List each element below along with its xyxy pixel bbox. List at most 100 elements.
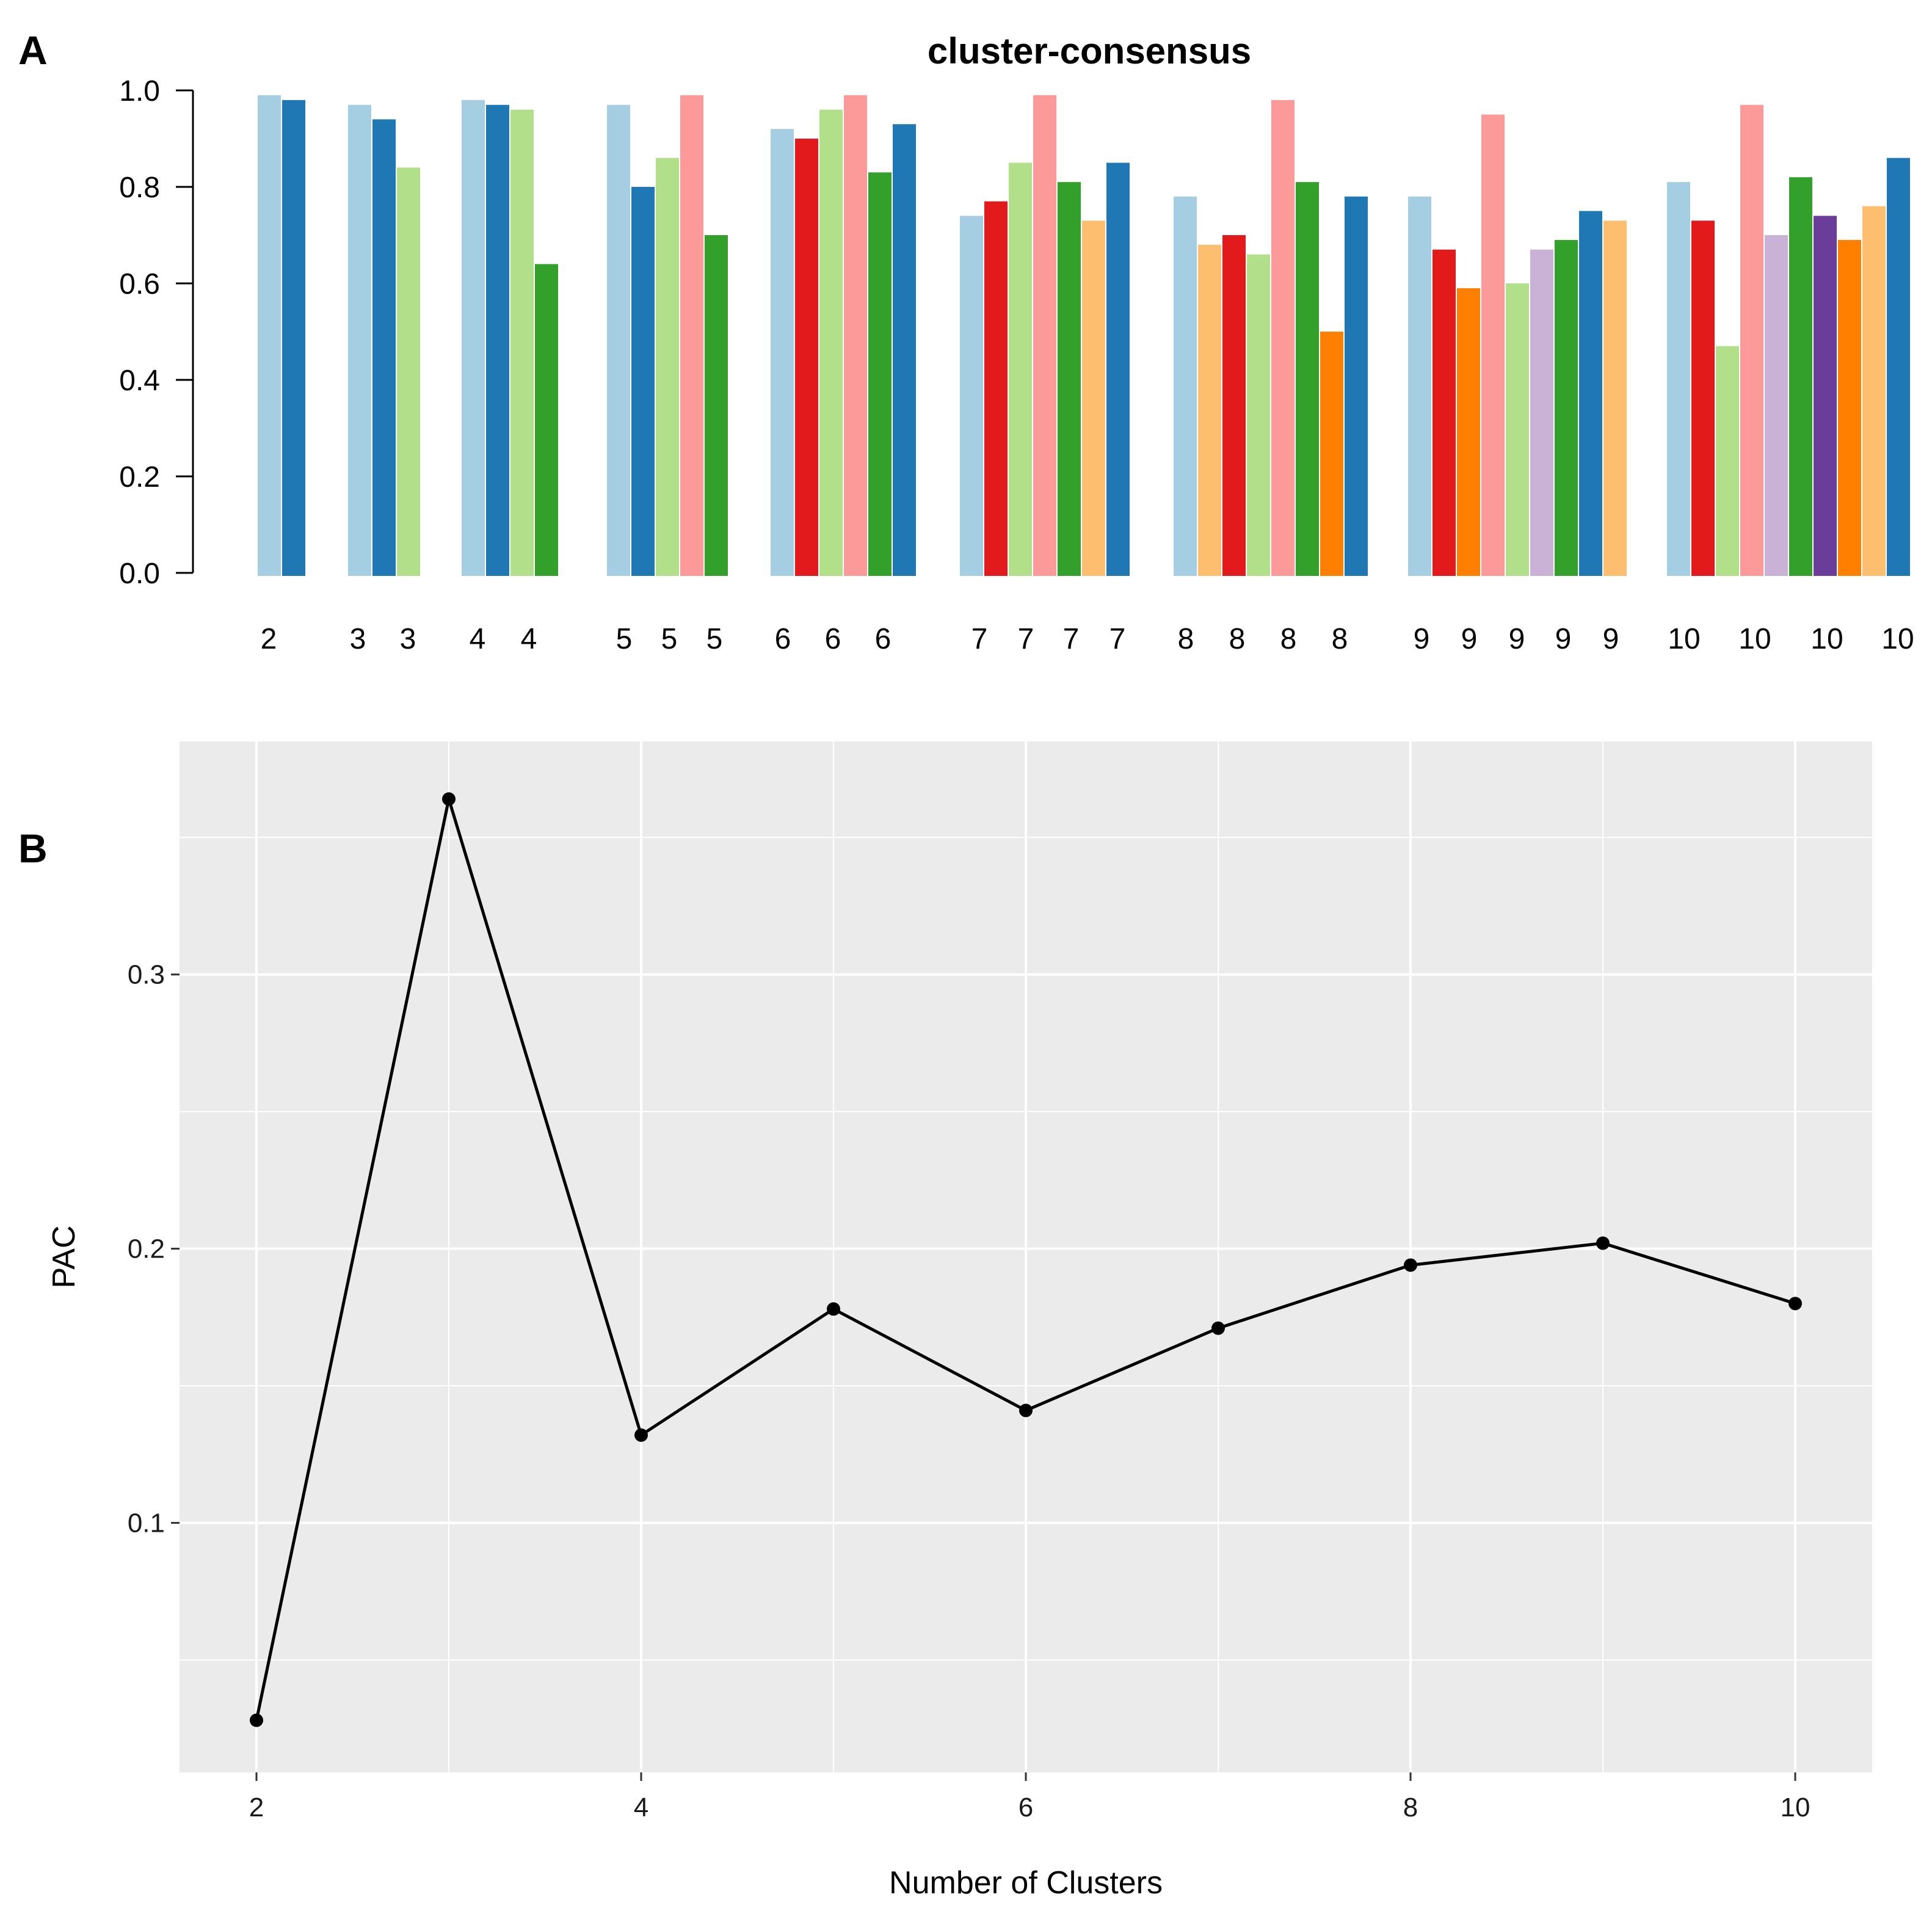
chart-a-bar-k7-4 bbox=[1033, 95, 1056, 576]
chart-a-bar-k4-1 bbox=[462, 100, 485, 577]
chart-a-bar-k8-6 bbox=[1296, 182, 1319, 577]
panel-b-label: B bbox=[18, 826, 48, 871]
chart-a-y-axis: 0.0 0.2 0.4 0.6 0.8 1.0 bbox=[119, 75, 194, 590]
chart-a-x-tick-label: 10 bbox=[1881, 623, 1914, 655]
chart-b-point-k10 bbox=[1789, 1297, 1802, 1311]
chart-a-bar-k2-2 bbox=[282, 100, 305, 577]
chart-a-bar-k7-6 bbox=[1082, 220, 1105, 576]
chart-a-x-tick-label: 9 bbox=[1555, 623, 1572, 655]
chart-a-bar-k10-2 bbox=[1691, 220, 1715, 576]
chart-a-x-tick-label: 6 bbox=[775, 623, 791, 655]
chart-b-points bbox=[250, 792, 1802, 1727]
chart-a-y-tick-label: 0.0 bbox=[119, 558, 160, 590]
chart-a-bar-k8-3 bbox=[1222, 235, 1246, 576]
chart-a-bar-k6-4 bbox=[844, 95, 867, 576]
chart-a-bar-k10-4 bbox=[1740, 104, 1763, 576]
chart-b-point-k4 bbox=[634, 1428, 648, 1442]
chart-a-y-tick-label: 0.6 bbox=[119, 268, 160, 300]
chart-a-bar-k8-7 bbox=[1320, 332, 1343, 576]
chart-a-bar-k7-1 bbox=[960, 216, 983, 576]
chart-a-bar-k9-5 bbox=[1506, 283, 1529, 576]
chart-b-x-axis-label: Number of Clusters bbox=[889, 1865, 1163, 1901]
chart-a-bar-k9-3 bbox=[1457, 288, 1480, 576]
chart-a-bar-k10-5 bbox=[1765, 235, 1788, 576]
chart-a-bar-k6-1 bbox=[771, 129, 794, 576]
chart-a-bars bbox=[258, 95, 1910, 577]
chart-a-bar-k9-4 bbox=[1481, 114, 1505, 576]
chart-a-bar-k9-1 bbox=[1408, 196, 1431, 576]
chart-a-bar-k7-7 bbox=[1106, 162, 1130, 576]
chart-a-bar-k9-9 bbox=[1603, 220, 1627, 576]
chart-a-x-tick-label: 5 bbox=[661, 623, 678, 655]
chart-a-x-tick-label: 10 bbox=[1668, 623, 1700, 655]
chart-a-bar-k8-8 bbox=[1345, 196, 1368, 576]
chart-a-x-tick-label: 10 bbox=[1738, 623, 1771, 655]
chart-a-x-tick-label: 6 bbox=[875, 623, 892, 655]
chart-a-y-tick-label: 1.0 bbox=[119, 75, 160, 107]
chart-a-bar-k9-6 bbox=[1530, 249, 1553, 576]
chart-a-bar-k8-5 bbox=[1271, 100, 1295, 577]
chart-a-bar-k3-1 bbox=[348, 104, 371, 576]
chart-a-x-tick-label: 2 bbox=[261, 623, 277, 655]
chart-a-bar-k4-2 bbox=[486, 104, 509, 576]
chart-a-bar-k10-8 bbox=[1838, 239, 1861, 576]
panel-a-label: A bbox=[18, 27, 48, 73]
chart-a-x-tick-label: 7 bbox=[1109, 623, 1126, 655]
chart-a-x-tick-label: 4 bbox=[470, 623, 486, 655]
chart-a-x-tick-label: 8 bbox=[1229, 623, 1246, 655]
chart-a-x-tick-label: 8 bbox=[1280, 623, 1297, 655]
chart-a-bar-k6-3 bbox=[819, 109, 843, 577]
chart-a-bar-k5-3 bbox=[656, 158, 679, 577]
chart-a-bar-k5-4 bbox=[680, 95, 703, 576]
chart-a-x-tick-label: 3 bbox=[400, 623, 416, 655]
panel-a-cluster-consensus: A cluster-consensus 0.0 0.2 0.4 0.6 0.8 1.0 2… bbox=[18, 27, 1914, 655]
chart-a-bar-k5-5 bbox=[705, 235, 728, 576]
chart-a-bar-k3-3 bbox=[397, 167, 420, 576]
chart-a-x-tick-label: 7 bbox=[1018, 623, 1034, 655]
chart-a-bar-k8-2 bbox=[1198, 244, 1221, 576]
chart-a-x-tick-label: 7 bbox=[1063, 623, 1080, 655]
chart-a-bar-k4-4 bbox=[535, 264, 558, 576]
chart-b-point-k3 bbox=[442, 792, 456, 806]
chart-b-x-tick-label: 8 bbox=[1403, 1793, 1418, 1822]
chart-b-point-k7 bbox=[1211, 1321, 1225, 1335]
chart-a-x-tick-label: 9 bbox=[1461, 623, 1478, 655]
chart-a-x-tick-label: 5 bbox=[616, 623, 633, 655]
chart-a-bar-k10-9 bbox=[1862, 206, 1886, 577]
chart-b-y-axis-label: PAC bbox=[46, 1225, 82, 1288]
chart-b-point-k5 bbox=[827, 1302, 840, 1316]
chart-b-x-tick-label: 6 bbox=[1019, 1793, 1033, 1822]
chart-a-bar-k4-3 bbox=[510, 109, 534, 577]
chart-b-x-tick-label: 2 bbox=[249, 1793, 264, 1822]
chart-a-bar-k8-1 bbox=[1174, 196, 1197, 576]
chart-a-x-tick-label: 5 bbox=[706, 623, 723, 655]
chart-b-point-k9 bbox=[1596, 1236, 1610, 1250]
chart-b-x-tick-label: 10 bbox=[1781, 1793, 1810, 1822]
chart-a-x-tick-label: 6 bbox=[825, 623, 841, 655]
chart-a-bar-k9-7 bbox=[1555, 239, 1578, 576]
chart-a-bar-k6-6 bbox=[893, 124, 916, 577]
chart-a-bar-k9-2 bbox=[1433, 249, 1456, 576]
chart-a-bar-k6-5 bbox=[868, 172, 892, 576]
chart-a-x-tick-label: 8 bbox=[1332, 623, 1348, 655]
panel-b-pac: B 2 4 6 8 10 0.1 0.2 0.3 Number of Clusters PAC bbox=[18, 741, 1872, 1901]
chart-a-bar-k7-5 bbox=[1058, 182, 1081, 577]
chart-b-point-k8 bbox=[1404, 1258, 1417, 1272]
chart-a-x-tick-label: 4 bbox=[521, 623, 537, 655]
chart-b-ticks: 2 4 6 8 10 0.1 0.2 0.3 bbox=[128, 960, 1810, 1822]
chart-b-gridlines bbox=[180, 741, 1872, 1772]
chart-a-bar-k10-7 bbox=[1814, 216, 1837, 576]
chart-b-point-k2 bbox=[250, 1713, 263, 1727]
chart-a-bar-k6-2 bbox=[795, 139, 818, 576]
chart-a-bar-k9-8 bbox=[1579, 211, 1602, 576]
chart-a-y-tick-label: 0.2 bbox=[119, 461, 160, 493]
chart-a-y-tick-label: 0.8 bbox=[119, 172, 160, 204]
chart-b-x-tick-label: 4 bbox=[634, 1793, 648, 1822]
chart-a-x-tick-label: 9 bbox=[1603, 623, 1619, 655]
chart-a-bar-k7-3 bbox=[1009, 162, 1032, 576]
chart-a-x-tick-label: 9 bbox=[1509, 623, 1525, 655]
chart-a-bar-k5-1 bbox=[607, 104, 630, 576]
chart-a-x-tick-label: 3 bbox=[350, 623, 366, 655]
chart-a-bar-k3-2 bbox=[372, 119, 396, 576]
